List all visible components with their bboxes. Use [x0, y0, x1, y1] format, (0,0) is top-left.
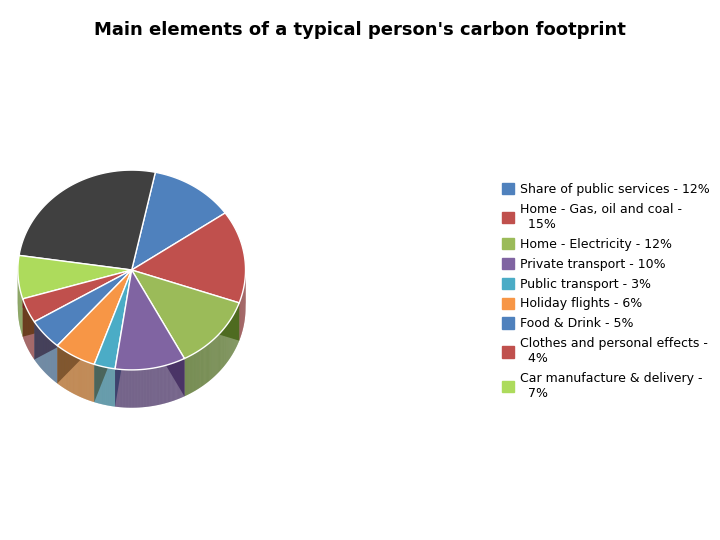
Polygon shape [115, 270, 132, 369]
Polygon shape [132, 270, 239, 341]
Legend: Share of public services - 12%, Home - Gas, oil and coal -
  15%, Home - Electri: Share of public services - 12%, Home - G… [498, 179, 714, 404]
Polygon shape [19, 170, 156, 270]
Polygon shape [132, 270, 239, 359]
Polygon shape [132, 270, 184, 396]
Polygon shape [35, 270, 132, 346]
Polygon shape [23, 270, 132, 336]
Polygon shape [132, 270, 184, 359]
Text: Main elements of a typical person's carbon footprint: Main elements of a typical person's carb… [94, 21, 626, 39]
Polygon shape [132, 213, 246, 303]
Polygon shape [35, 270, 132, 360]
Polygon shape [58, 270, 132, 383]
Polygon shape [58, 270, 132, 346]
Polygon shape [115, 270, 184, 370]
Polygon shape [35, 270, 132, 322]
Polygon shape [94, 270, 132, 364]
Polygon shape [94, 270, 132, 402]
Polygon shape [132, 172, 225, 270]
Polygon shape [23, 270, 132, 322]
Polygon shape [58, 270, 132, 364]
Polygon shape [115, 270, 132, 407]
Polygon shape [94, 270, 132, 369]
Polygon shape [132, 270, 239, 308]
Polygon shape [23, 270, 132, 308]
Polygon shape [18, 255, 132, 299]
